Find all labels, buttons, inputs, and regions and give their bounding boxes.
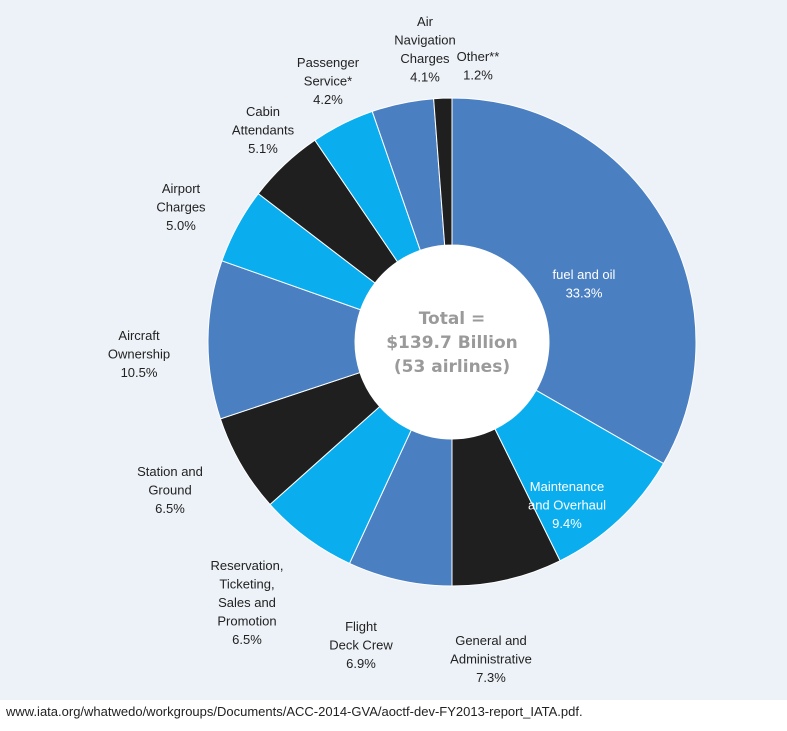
slice-label-7: Airport Charges 5.0% — [156, 181, 206, 233]
donut-chart: Total = $139.7 Billion (53 airlines) fuel … — [108, 14, 697, 685]
center-label-line: (53 airlines) — [394, 357, 510, 377]
slice-label-11: Other** 1.2% — [457, 49, 500, 83]
slice-label-5: Station and Ground 6.5% — [137, 464, 203, 516]
slice-label-10: Air Navigation Charges 4.1% — [394, 14, 455, 85]
slice-label-4: Reservation, Ticketing, Sales and Promotion… — [211, 558, 284, 647]
source-url: www.iata.org/whatwedo/workgroups/Documen… — [6, 704, 583, 719]
slice-label-6: Aircraft Ownership 10.5% — [108, 328, 170, 380]
slice-label-8: Cabin Attendants 5.1% — [232, 104, 295, 156]
chart-panel: Total = $139.7 Billion (53 airlines) fuel … — [0, 0, 787, 700]
slice-label-0: fuel and oil 33.3% — [553, 267, 616, 301]
slice-label-2: General and Administrative 7.3% — [450, 633, 532, 685]
slice-label-9: Passenger Service* 4.2% — [297, 55, 360, 107]
slice-label-3: Flight Deck Crew 6.9% — [329, 619, 393, 671]
center-label-line: $139.7 Billion — [386, 333, 518, 353]
slice-label-1: Maintenance and Overhaul 9.4% — [528, 479, 606, 531]
center-label: Total = $139.7 Billion (53 airlines) — [386, 309, 518, 377]
center-label-line: Total = — [419, 309, 486, 329]
donut-hole — [355, 245, 549, 439]
